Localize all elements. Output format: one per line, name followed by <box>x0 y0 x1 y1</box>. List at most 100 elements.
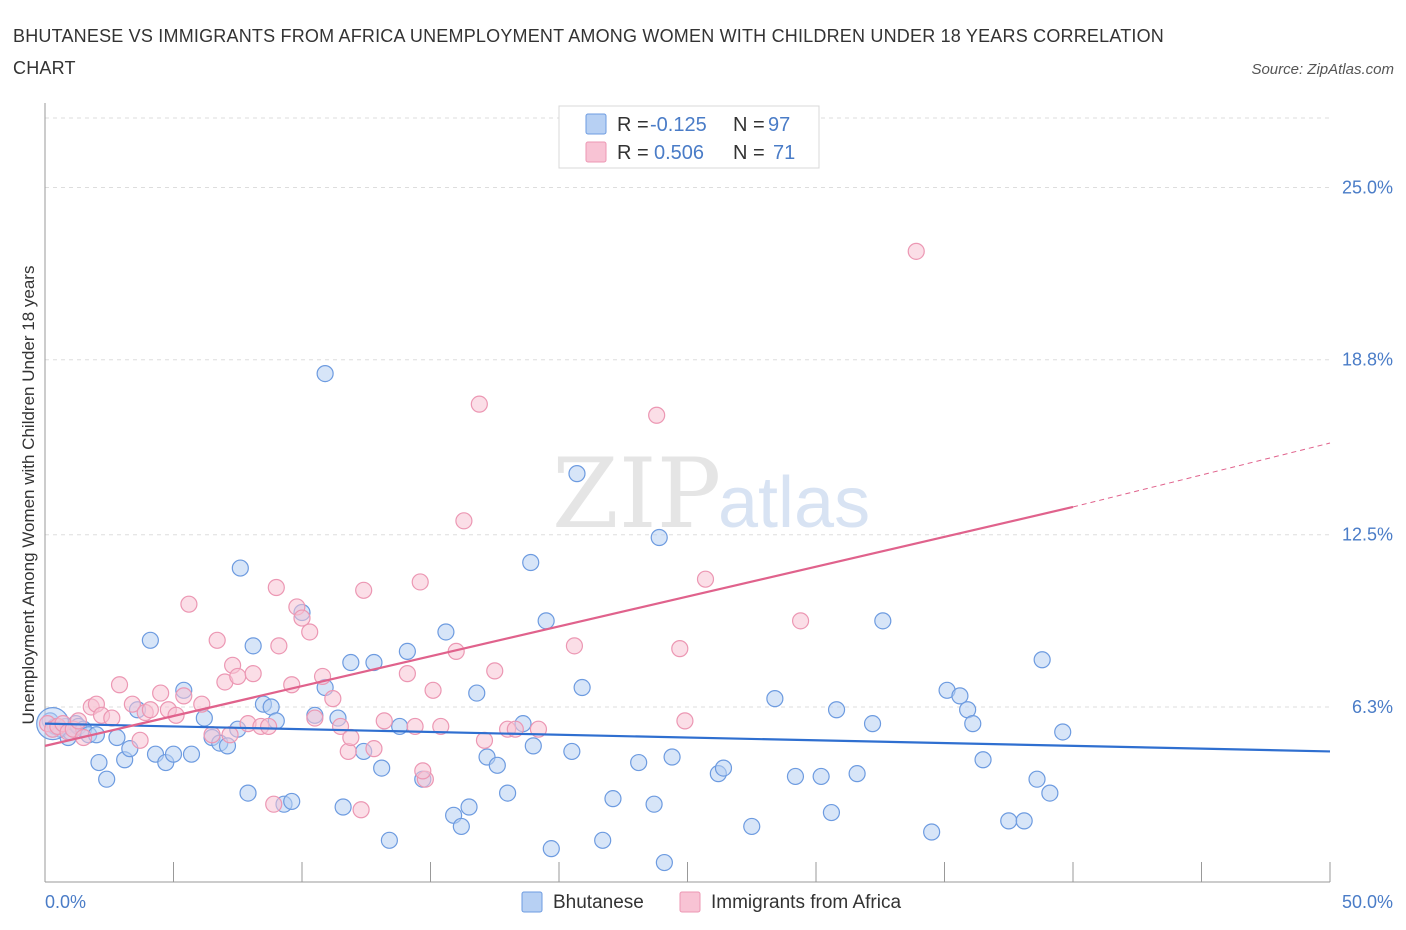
immigrants-point <box>123 695 141 713</box>
immigrants-point <box>352 801 370 819</box>
bhutanese-point <box>231 559 249 577</box>
y-axis-label: Unemployment Among Women with Children U… <box>19 266 38 725</box>
bhutanese-point <box>812 767 830 786</box>
bhutanese-point <box>663 748 681 766</box>
axes <box>44 103 1331 883</box>
immigrants-point <box>265 795 283 813</box>
immigrants-point <box>293 609 311 627</box>
y-tick-labels: 6.3% 12.5% 18.8% 25.0% <box>1342 177 1393 717</box>
bhutanese-point <box>650 528 668 547</box>
bhutanese-point <box>573 678 591 697</box>
watermark-zip: ZIP <box>552 438 721 550</box>
legend-n-value-2: 71 <box>773 142 795 164</box>
immigrants-point <box>791 612 810 630</box>
bottom-legend-label-bhutanese: Bhutanese <box>553 892 644 913</box>
immigrants-point <box>180 595 198 613</box>
bhutanese-point <box>164 745 183 763</box>
bottom-legend: Bhutanese Immigrants from Africa <box>521 891 901 913</box>
bhutanese-point <box>594 831 612 849</box>
immigrants-point <box>301 623 319 641</box>
immigrants-point <box>110 676 129 694</box>
bhutanese-point <box>542 840 560 858</box>
source-credit: Source: ZipAtlas.com <box>1251 61 1394 78</box>
watermark: ZIP atlas <box>552 438 870 550</box>
immigrants-point <box>324 690 342 708</box>
immigrants-point <box>565 637 584 655</box>
immigrants-point <box>69 712 88 730</box>
x-tick-label: 50.0% <box>1342 892 1393 912</box>
immigrants-trend-line <box>44 505 1074 747</box>
bhutanese-point <box>964 715 982 733</box>
bhutanese-point <box>974 751 992 769</box>
y-tick-label: 6.3% <box>1352 697 1393 717</box>
bhutanese-point <box>563 742 581 761</box>
legend-r-value-1: -0.125 <box>650 114 707 136</box>
immigrants-point <box>411 573 429 591</box>
immigrants-point <box>398 665 416 683</box>
bhutanese-point <box>822 803 841 822</box>
bhutanese-point <box>951 687 969 705</box>
bhutanese-point <box>743 817 761 836</box>
immigrants-point <box>131 731 149 749</box>
x-tick-label: 0.0% <box>45 892 86 912</box>
bhutanese-point <box>499 784 517 802</box>
chart-title: BHUTANESE VS IMMIGRANTS FROM AFRICA UNEM… <box>13 26 1165 78</box>
bhutanese-point <box>398 642 416 661</box>
bhutanese-point <box>1028 770 1046 788</box>
x-tick-labels: 0.0% 50.0% <box>45 892 1393 912</box>
bhutanese-trend-line <box>44 722 1331 753</box>
immigrants-point <box>267 578 285 597</box>
immigrants-point <box>414 762 432 780</box>
immigrants-point <box>455 512 473 530</box>
top-legend: R = -0.125 N = 97 R = 0.506 N = 71 <box>558 105 820 169</box>
immigrants-point <box>475 731 494 749</box>
legend-swatch-blue <box>585 113 607 135</box>
bhutanese-point <box>342 653 360 672</box>
immigrants-point <box>342 728 360 747</box>
bottom-legend-swatch-pink <box>679 891 701 913</box>
bhutanese-point <box>568 465 586 483</box>
bhutanese-point <box>195 709 213 727</box>
bhutanese-point <box>283 792 301 811</box>
immigrants-point <box>306 709 324 727</box>
immigrants-point <box>244 665 262 683</box>
bhutanese-point <box>380 831 398 849</box>
bhutanese-point <box>848 765 866 783</box>
bhutanese-point <box>863 715 882 733</box>
immigrants-point <box>339 742 357 761</box>
immigrants-point <box>470 395 488 413</box>
legend-r-label-2: R = <box>617 142 649 164</box>
bhutanese-point <box>645 795 663 813</box>
bhutanese-point <box>437 623 455 641</box>
bhutanese-point <box>923 823 941 841</box>
immigrants-point <box>270 637 288 655</box>
immigrants-point <box>696 570 715 588</box>
bhutanese-point <box>373 759 391 777</box>
immigrants-point <box>175 687 193 705</box>
bhutanese-point <box>460 798 478 816</box>
immigrants-point <box>221 726 239 744</box>
immigrants-points <box>38 242 925 819</box>
bhutanese-point <box>334 798 352 816</box>
bhutanese-point <box>182 745 201 763</box>
bottom-legend-swatch-blue <box>521 891 543 913</box>
legend-n-label-1: N = <box>733 114 765 136</box>
bhutanese-point <box>786 767 805 786</box>
immigrants-point <box>676 712 694 730</box>
immigrants-point <box>486 662 504 680</box>
immigrants-point <box>648 406 666 424</box>
bhutanese-point <box>1041 784 1059 802</box>
bhutanese-point <box>108 728 126 747</box>
immigrants-point <box>671 640 689 658</box>
bhutanese-point <box>452 817 470 836</box>
bhutanese-point <box>90 753 108 772</box>
bhutanese-point <box>655 853 673 872</box>
legend-r-label-1: R = <box>617 114 649 136</box>
immigrants-point <box>203 726 221 744</box>
bhutanese-point <box>98 770 116 788</box>
immigrants-point <box>141 701 159 719</box>
watermark-atlas: atlas <box>718 463 870 543</box>
trend-lines <box>44 442 1331 753</box>
legend-n-label-2: N = <box>733 142 765 164</box>
